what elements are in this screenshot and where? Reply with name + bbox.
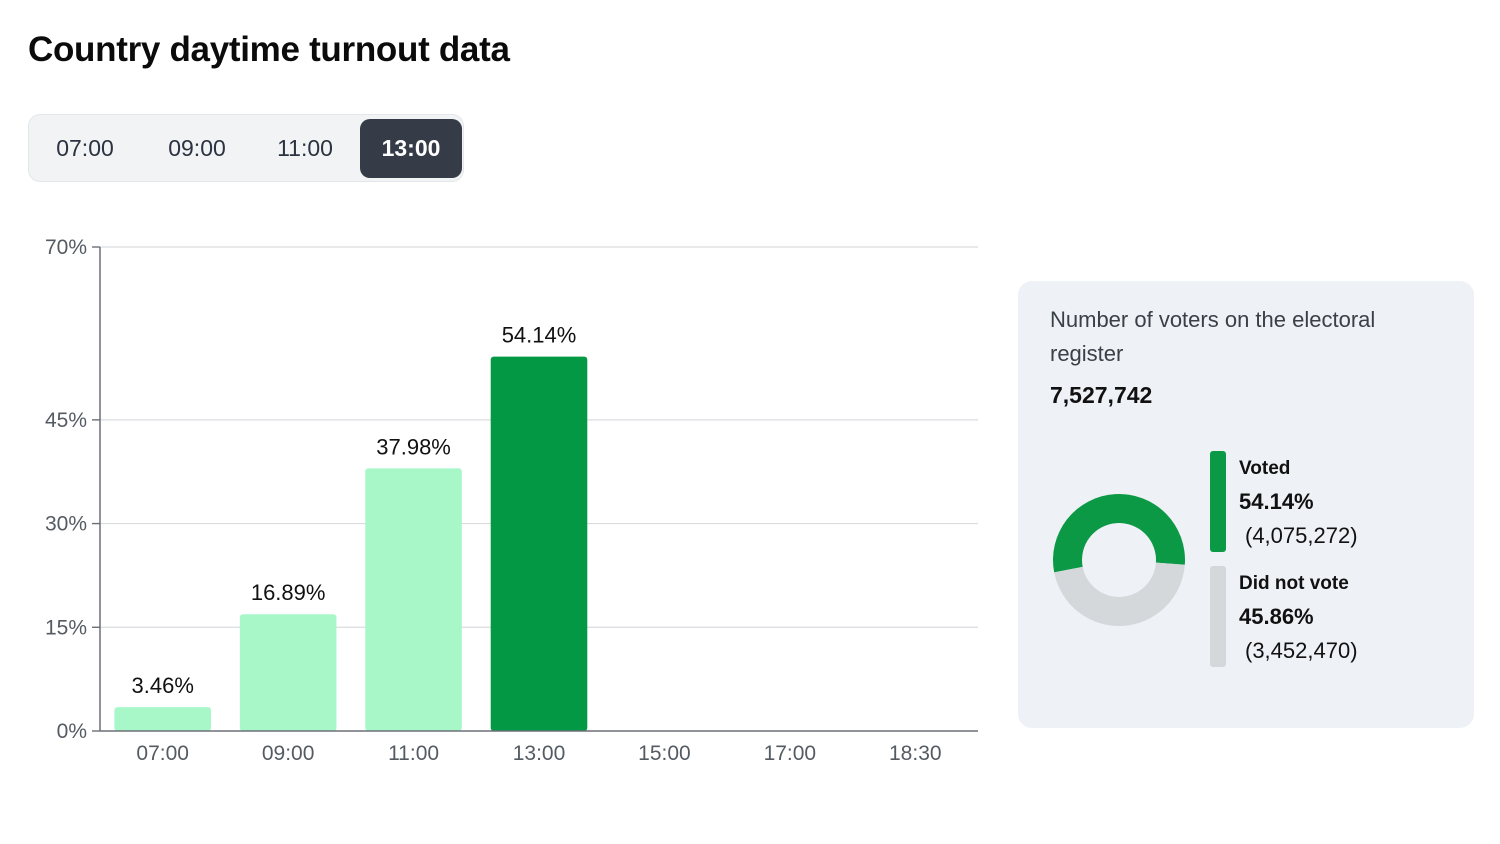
bar (239, 614, 337, 731)
x-tick-label: 09:00 (262, 742, 315, 765)
bar-value-label: 54.14% (502, 323, 577, 348)
y-tick-label: 45% (45, 409, 87, 432)
bar (490, 356, 588, 731)
voted-label: Voted (1239, 458, 1291, 479)
turnout-bar-chart: 0% 15% 30% 45% 70% 3.46% 07:00 16.89% 09:00 37.98… (45, 236, 978, 765)
voted-percent: 54.14% (1239, 489, 1314, 514)
tab-1100[interactable]: 11:00 (277, 135, 333, 161)
bar-value-label: 3.46% (132, 673, 194, 698)
turnout-donut-chart (1053, 494, 1185, 626)
tab-1300[interactable]: 13:00 (360, 119, 462, 178)
did-not-vote-percent: 45.86% (1239, 604, 1314, 629)
x-tick-label: 07:00 (136, 742, 189, 765)
x-tick-label: 17:00 (764, 742, 817, 765)
bar-value-label: 16.89% (251, 580, 326, 605)
y-tick-label: 30% (45, 513, 87, 536)
y-tick-label: 70% (45, 236, 87, 259)
x-tick-label: 15:00 (638, 742, 691, 765)
voted-legend-swatch (1210, 451, 1226, 552)
x-tick-label: 13:00 (513, 742, 566, 765)
donut-slice (1054, 562, 1185, 626)
time-filter-tabs: 07:00 09:00 11:00 13:00 (28, 114, 464, 182)
electoral-register-card: Number of voters on the electoral regist… (1018, 281, 1474, 728)
voted-count: (4,075,272) (1245, 523, 1358, 548)
tab-0700[interactable]: 07:00 (56, 135, 114, 161)
tab-0900[interactable]: 09:00 (168, 135, 226, 161)
x-tick-label: 18:30 (889, 742, 942, 765)
bar (114, 707, 212, 731)
register-value: 7,527,742 (1050, 382, 1153, 408)
did-not-vote-count: (3,452,470) (1245, 638, 1358, 663)
y-tick-label: 15% (45, 616, 87, 639)
bar-value-label: 37.98% (376, 434, 451, 459)
bar (365, 468, 462, 731)
did-not-vote-legend-swatch (1210, 566, 1226, 667)
register-label: Number of voters on the electoral regist… (1050, 307, 1376, 366)
donut-slice (1053, 494, 1185, 573)
x-tick-label: 11:00 (388, 742, 439, 765)
page-title: Country daytime turnout data (28, 30, 510, 69)
y-tick-label: 0% (57, 720, 87, 743)
did-not-vote-label: Did not vote (1239, 573, 1349, 594)
